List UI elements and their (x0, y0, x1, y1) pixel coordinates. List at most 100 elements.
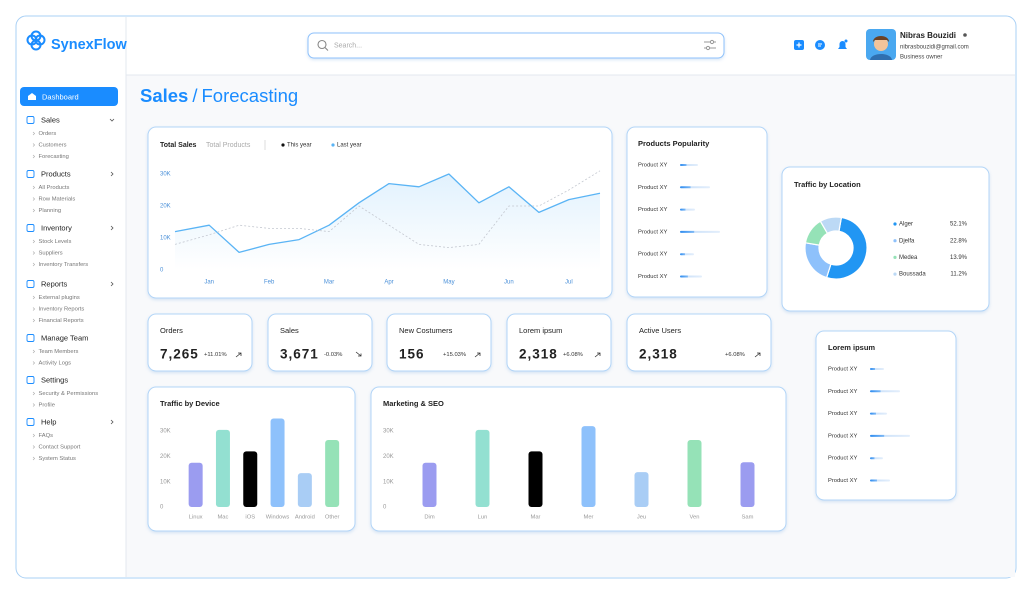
bar (528, 451, 543, 507)
y-tick-label: 10K (160, 236, 171, 242)
notifications-button[interactable] (838, 41, 847, 49)
progress-bar (870, 457, 883, 460)
nav-subitem[interactable]: Orders (39, 131, 57, 137)
nav-item[interactable]: Settings (41, 375, 68, 384)
legend-marker (893, 239, 897, 243)
row-label: Product XY (638, 207, 667, 213)
card-title: Lorem ipsum (828, 343, 875, 352)
y-tick-label: 0 (160, 268, 164, 274)
progress-bar (870, 479, 890, 482)
x-tick-label: Dim (424, 515, 434, 521)
trend-icon (594, 352, 601, 358)
nav-subitem[interactable]: Suppliers (39, 251, 63, 257)
nav-icon (28, 93, 36, 100)
x-tick-label: Jan (204, 280, 214, 286)
nav-subitem[interactable]: Inventory Transfers (39, 262, 89, 268)
nav-icon (26, 280, 35, 288)
bar (634, 472, 649, 507)
nav-icon (26, 170, 35, 178)
nav-subitem[interactable]: Planning (39, 208, 62, 214)
search-field[interactable] (307, 32, 725, 59)
nav-subitem[interactable]: Activity Logs (39, 361, 72, 367)
x-tick-label: Mar (324, 280, 334, 286)
sub-bullet (32, 307, 36, 311)
progress-bar (680, 164, 698, 166)
nav-subitem[interactable]: Customers (39, 143, 67, 149)
nav-item[interactable]: Dashboard (42, 92, 79, 101)
nav-subitem[interactable]: Financial Reports (39, 318, 84, 324)
card-title: Marketing & SEO (383, 399, 444, 408)
stat-value: 2,318 (519, 347, 558, 362)
nav-item[interactable]: Inventory (41, 223, 72, 232)
row-label: Product XY (828, 367, 857, 373)
card (815, 330, 957, 501)
row-label: Product XY (638, 229, 667, 235)
nav-item[interactable]: Help (41, 417, 56, 426)
avatar-hair (873, 36, 889, 42)
card (147, 313, 253, 372)
value-label: 52.1% (950, 222, 968, 228)
nav-active[interactable] (20, 87, 118, 106)
x-tick-label: Lun (478, 515, 488, 521)
messages-icon (818, 43, 822, 47)
sub-bullet (32, 131, 36, 136)
card (626, 313, 772, 372)
nav-subitem[interactable]: Contact Support (39, 445, 81, 451)
nav-subitem[interactable]: Profile (39, 403, 55, 409)
nav-subitem[interactable]: Team Members (39, 349, 79, 355)
trend-icon (235, 352, 242, 358)
trend-icon (754, 352, 761, 358)
area (175, 174, 600, 270)
avatar[interactable] (866, 29, 896, 60)
nav-subitem[interactable]: FAQs (39, 433, 54, 439)
legend-marker (893, 222, 897, 226)
avatar-body (870, 54, 892, 60)
nav-item[interactable]: Reports (41, 279, 68, 288)
x-tick-label: Feb (264, 280, 275, 286)
bar (475, 429, 490, 507)
row-label: Product XY (828, 389, 857, 395)
nav-subitem[interactable]: Forecasting (39, 154, 69, 160)
nav-subitem[interactable]: Inventory Reports (39, 307, 85, 313)
search-placeholder: Search... (334, 42, 362, 49)
sub-bullet (32, 262, 36, 267)
line (174, 170, 601, 248)
nav-subitem[interactable]: Security & Permissions (39, 391, 99, 397)
nav-icon (26, 116, 35, 124)
user-name: Nibras Bouzidi (900, 31, 956, 40)
stat-label: New Costumers (399, 326, 453, 335)
nav-subitem[interactable]: System Status (39, 456, 76, 462)
nav-item[interactable]: Products (41, 169, 71, 178)
stat-change: +6.08% (563, 352, 583, 358)
legend-label: Alger (899, 222, 913, 228)
nav-item[interactable]: Sales (41, 115, 60, 124)
tab[interactable]: Total Sales (160, 142, 197, 149)
card-title: Traffic by Location (794, 180, 861, 189)
x-tick-label: Linux (189, 515, 203, 521)
bar (740, 462, 755, 507)
bar (325, 440, 340, 507)
x-tick-label: Sam (742, 515, 754, 521)
nav-subitem[interactable]: Stock Levels (39, 239, 72, 245)
stat-value: 2,318 (639, 347, 678, 362)
value-label: 22.8% (950, 238, 968, 244)
nav-item[interactable]: Manage Team (41, 333, 88, 342)
logo[interactable]: SynexFlow (26, 30, 128, 53)
stat-value: 156 (399, 347, 425, 362)
status-dot (963, 33, 967, 37)
messages-button[interactable] (815, 40, 825, 50)
x-tick-label: May (443, 280, 454, 286)
progress-bar (870, 368, 884, 370)
nav-subitem[interactable]: All Products (39, 185, 70, 191)
bar (581, 426, 596, 507)
x-tick-label: Other (325, 515, 340, 521)
sub-bullet (32, 445, 36, 449)
tab[interactable]: Total Products (206, 142, 251, 149)
nav-icon (26, 334, 35, 342)
x-tick-label: Ven (690, 515, 700, 521)
x-tick-label: Jeu (637, 515, 646, 521)
nav-subitem[interactable]: External plugins (39, 295, 80, 301)
search-box[interactable]: Search... (307, 32, 725, 59)
progress-bar (680, 275, 702, 278)
nav-subitem[interactable]: Row Materials (39, 197, 76, 203)
